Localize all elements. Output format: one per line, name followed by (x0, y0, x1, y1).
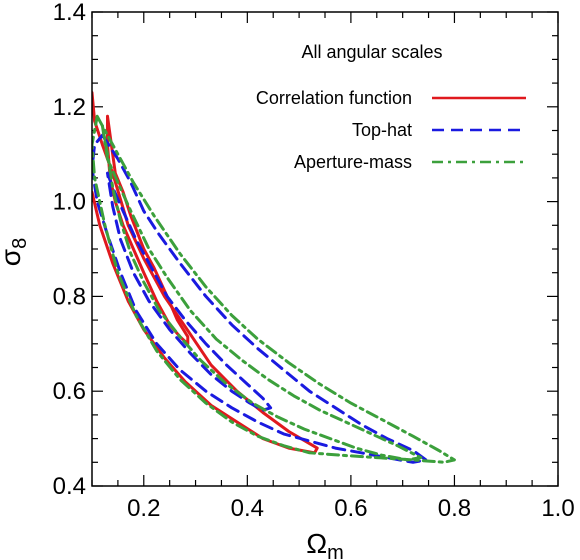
plot-frame (91, 11, 559, 487)
contour-series-1-level-2 (92, 91, 319, 455)
x-tick-label: 0.2 (127, 495, 160, 522)
y-tick-label: 1.4 (53, 0, 86, 26)
y-tick-label: 1.2 (53, 94, 86, 121)
y-axis-title: σ8 (0, 238, 31, 266)
contour-series-2-level-2 (92, 133, 428, 464)
legend-label-3: Aperture-mass (294, 152, 412, 172)
x-tick-labels: 0.2 0.4 0.6 0.8 1.0 (127, 495, 575, 522)
axis-ticks (91, 11, 559, 487)
contour-series-3-level-2 (92, 114, 456, 464)
y-tick-labels: 0.4 0.6 0.8 1.0 1.2 1.4 (53, 0, 86, 500)
contour-series-2-level-1 (106, 171, 273, 412)
y-axis-title-sub: 8 (9, 238, 31, 249)
legend-label-1: Correlation function (256, 88, 412, 108)
x-axis-title-base: Ω (306, 528, 327, 559)
y-axis-title-base: σ (0, 249, 26, 266)
legend: Correlation function Top-hat Aperture-mass (256, 88, 526, 172)
x-tick-label: 1.0 (541, 495, 574, 522)
contour-series-3-level-1 (100, 124, 423, 462)
annotation-text: All angular scales (301, 42, 442, 62)
x-tick-label: 0.6 (334, 495, 367, 522)
x-tick-label: 0.4 (231, 495, 264, 522)
y-tick-label: 1.0 (53, 189, 86, 216)
legend-label-2: Top-hat (352, 120, 412, 140)
x-tick-label: 0.8 (438, 495, 471, 522)
contour-lines (92, 91, 456, 464)
y-tick-label: 0.8 (53, 283, 86, 310)
y-tick-label: 0.4 (53, 473, 86, 500)
x-axis-title-sub: m (327, 542, 344, 560)
y-tick-label: 0.6 (53, 378, 86, 405)
x-axis-title: Ωm (306, 528, 344, 560)
